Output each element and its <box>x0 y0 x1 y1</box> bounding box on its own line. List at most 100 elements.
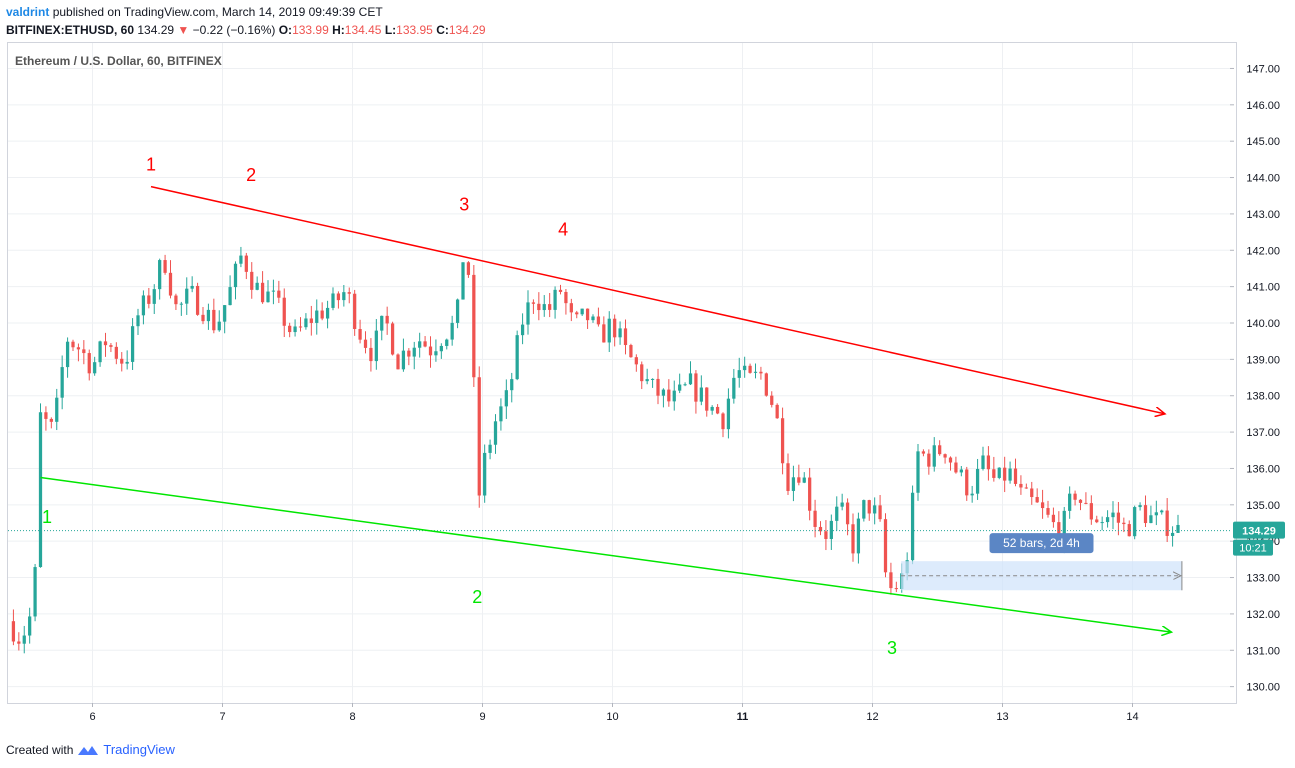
candle-body <box>629 345 633 358</box>
candle-body <box>244 255 248 272</box>
tradingview-brand[interactable]: TradingView <box>103 742 175 757</box>
candle-body <box>851 524 855 554</box>
candle-body <box>461 262 465 300</box>
candle-body <box>791 477 796 491</box>
candle-body <box>943 454 947 458</box>
candle-body <box>439 345 443 352</box>
x-tick-label: 13 <box>996 711 1008 723</box>
candle-body <box>17 641 21 644</box>
candle-body <box>380 315 384 331</box>
candle-body <box>385 315 389 324</box>
candle-body <box>910 492 915 561</box>
candle-body <box>1111 512 1115 518</box>
candle-body <box>1003 467 1007 481</box>
last-price-tag <box>1233 521 1285 539</box>
resistance-touch-label: 3 <box>459 194 469 214</box>
candle-body <box>298 326 303 328</box>
candle-body <box>558 289 563 292</box>
resistance-trendline[interactable] <box>150 185 1165 414</box>
candle-body <box>602 324 606 343</box>
candle-body <box>553 289 557 310</box>
candle-body <box>331 293 335 308</box>
candle-body <box>374 330 378 362</box>
candle-body <box>1057 522 1061 544</box>
candle-body <box>185 288 189 304</box>
candle-body <box>634 357 638 365</box>
candle-body <box>959 469 963 473</box>
support-trendline[interactable] <box>40 476 1172 633</box>
candle-body <box>49 418 53 422</box>
y-tick-label: 137.00 <box>1246 427 1280 439</box>
candle-body <box>1170 532 1175 536</box>
candle-body <box>22 635 26 644</box>
candle-body <box>195 285 200 315</box>
last-price-value: 134.29 <box>137 23 175 37</box>
candle-body <box>548 304 552 310</box>
candle-body <box>396 354 400 370</box>
candle-body <box>434 351 438 356</box>
candle-body <box>76 347 81 350</box>
y-tick-label: 133.00 <box>1246 573 1280 585</box>
candle-body <box>233 263 238 288</box>
candle-body <box>1176 524 1180 533</box>
candle-body <box>623 328 628 346</box>
candle-body <box>120 358 124 364</box>
candle-body <box>1116 512 1121 523</box>
candle-body <box>11 621 16 642</box>
candle-body <box>1122 522 1126 525</box>
candle-body <box>596 316 601 325</box>
x-tick-label: 14 <box>1126 711 1138 723</box>
candle-body <box>38 412 43 568</box>
y-tick-label: 138.00 <box>1246 391 1280 403</box>
chart-frame[interactable] <box>7 42 1237 704</box>
candle-body <box>715 406 720 414</box>
x-tick-label: 9 <box>479 711 485 723</box>
candle-body <box>98 341 102 363</box>
candle-body <box>699 387 703 402</box>
candle-body <box>878 505 882 520</box>
candle-body <box>212 309 216 331</box>
candle-body <box>206 309 211 322</box>
candle-body <box>916 451 920 493</box>
candle-body <box>1133 507 1137 537</box>
candle-body <box>672 390 676 402</box>
y-tick-label: 143.00 <box>1246 209 1280 221</box>
candle-body <box>710 406 714 411</box>
candle-body <box>1024 487 1028 489</box>
candle-body <box>93 362 97 374</box>
candle-body <box>163 260 167 273</box>
candle-body <box>309 318 313 323</box>
candle-body <box>813 510 817 527</box>
support-touch-label: 1 <box>42 507 52 527</box>
candle-body <box>60 367 64 398</box>
candle-body <box>678 384 682 391</box>
candle-body <box>336 293 341 301</box>
x-tick-label: 6 <box>89 711 95 723</box>
candle-body <box>1013 468 1018 484</box>
candle-body <box>136 315 140 327</box>
candle-body <box>645 379 649 382</box>
candle-body <box>618 328 622 338</box>
candle-body <box>954 462 958 473</box>
countdown-tag <box>1233 539 1273 556</box>
y-tick-label: 147.00 <box>1246 63 1280 75</box>
candle-body <box>277 290 281 298</box>
candle-body <box>1040 502 1045 509</box>
candle-body <box>656 378 660 396</box>
y-tick-label: 140.00 <box>1246 318 1280 330</box>
high-label: H: <box>332 23 345 37</box>
candle-body <box>867 500 871 514</box>
symbol-label: BITFINEX:ETHUSD, 60 <box>6 23 135 37</box>
candle-body <box>986 455 991 470</box>
candle-body <box>1127 524 1131 537</box>
candle-body <box>358 329 362 340</box>
candle-body <box>510 379 514 391</box>
candle-body <box>369 347 373 362</box>
author-link[interactable]: valdrint <box>6 5 50 19</box>
candle-body <box>759 371 763 374</box>
candle-body <box>932 445 936 467</box>
candle-body <box>472 274 476 378</box>
candle-body <box>927 453 931 467</box>
candle-body <box>109 345 113 347</box>
